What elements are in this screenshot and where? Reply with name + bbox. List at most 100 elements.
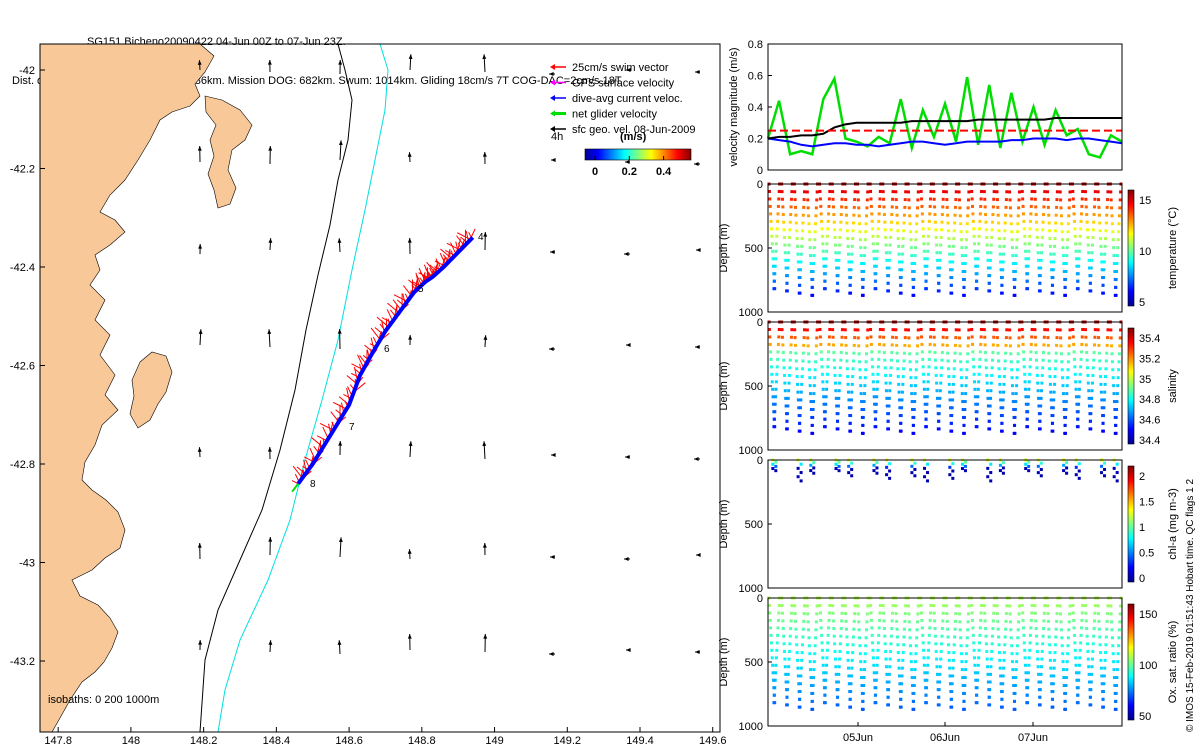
profile-point bbox=[964, 254, 968, 258]
profile-point bbox=[1118, 198, 1122, 202]
profile-point bbox=[863, 238, 867, 242]
profile-point bbox=[925, 678, 929, 682]
swim-vector bbox=[393, 294, 408, 302]
profile-point bbox=[1086, 373, 1090, 377]
chl-point bbox=[888, 462, 892, 466]
profile-point bbox=[1117, 628, 1121, 632]
profile-point bbox=[837, 672, 841, 676]
profile-point bbox=[1013, 407, 1017, 411]
chl-point bbox=[989, 479, 993, 483]
profile-point bbox=[1111, 652, 1115, 656]
profile-point bbox=[838, 366, 842, 370]
profile-point bbox=[872, 395, 876, 399]
profile-point bbox=[911, 683, 915, 687]
profile-point bbox=[1076, 410, 1080, 414]
profile-point bbox=[933, 343, 937, 347]
profile-point bbox=[1015, 376, 1019, 380]
profile-point bbox=[975, 693, 979, 697]
profile-point bbox=[814, 360, 818, 364]
profile-point bbox=[776, 204, 780, 208]
profile-point bbox=[1052, 390, 1056, 394]
map-longitude-ticks: 147.8 148 148.2 148.4 148.6 148.8 149 149.2 149.… bbox=[44, 727, 726, 747]
profile-point bbox=[1113, 407, 1117, 411]
profile-point bbox=[876, 380, 880, 384]
profile-point bbox=[825, 372, 829, 376]
profile-point bbox=[832, 351, 836, 355]
profile-point bbox=[1014, 668, 1018, 672]
interval-label: 4h bbox=[551, 131, 563, 143]
profile-point bbox=[1110, 636, 1114, 640]
profile-point bbox=[1068, 336, 1072, 340]
profile-point bbox=[1081, 327, 1085, 331]
profile-point bbox=[910, 254, 914, 258]
profile-point bbox=[1059, 612, 1063, 616]
profile-point bbox=[925, 671, 929, 675]
profile-point bbox=[926, 242, 930, 246]
profile-point bbox=[937, 412, 941, 416]
profile-point bbox=[1091, 235, 1095, 239]
profile-point bbox=[771, 402, 775, 406]
geo-velocity-arrowhead bbox=[696, 553, 701, 557]
chl-point bbox=[1115, 479, 1119, 483]
profile-point bbox=[869, 603, 873, 607]
profile-point bbox=[837, 665, 841, 669]
profile-point bbox=[985, 649, 989, 653]
profile-point bbox=[802, 612, 806, 616]
profile-point bbox=[922, 648, 926, 652]
profile-point bbox=[990, 649, 994, 653]
profile-point bbox=[979, 342, 983, 346]
profile-point bbox=[912, 415, 916, 419]
profile-point bbox=[1076, 279, 1080, 283]
profile-point bbox=[1115, 269, 1119, 273]
profile-point bbox=[927, 234, 931, 238]
profile-point bbox=[953, 343, 957, 347]
depth-scatter bbox=[771, 458, 1119, 483]
profile-point bbox=[859, 246, 863, 250]
profile-point bbox=[873, 701, 877, 705]
profile-point bbox=[977, 656, 981, 660]
profile-point bbox=[1066, 636, 1070, 640]
profile-point bbox=[1073, 227, 1077, 231]
profile-point bbox=[938, 396, 942, 400]
profile-point bbox=[798, 414, 802, 418]
profile-point bbox=[1063, 285, 1067, 289]
profile-point bbox=[938, 266, 942, 270]
profile-point bbox=[938, 680, 942, 684]
profile-point bbox=[929, 189, 933, 193]
profile-point bbox=[987, 289, 991, 293]
profile-point bbox=[1016, 636, 1020, 640]
profile-point bbox=[797, 682, 801, 686]
profile-point bbox=[891, 335, 895, 339]
profile-point bbox=[788, 642, 792, 646]
profile-point bbox=[865, 612, 869, 616]
profile-point bbox=[874, 417, 878, 421]
profile-point bbox=[906, 190, 910, 194]
profile-point bbox=[976, 249, 980, 253]
profile-point bbox=[774, 242, 778, 246]
profile-point bbox=[948, 398, 952, 402]
profile-point bbox=[884, 665, 888, 669]
profile-point bbox=[902, 367, 906, 371]
track-day-label: 7 bbox=[349, 422, 355, 433]
profile-point bbox=[819, 626, 823, 630]
profile-point bbox=[772, 279, 776, 283]
chl-point bbox=[834, 462, 838, 466]
profile-point bbox=[979, 204, 983, 208]
profile-point bbox=[875, 395, 879, 399]
profile-point bbox=[984, 627, 988, 631]
profile-point bbox=[1004, 627, 1008, 631]
velocity-ylabel: velocity magnitude (m/s) bbox=[728, 47, 740, 166]
profile-point bbox=[822, 678, 826, 682]
profile-point bbox=[1011, 254, 1015, 258]
profile-point bbox=[1093, 335, 1097, 339]
profile-point bbox=[995, 604, 999, 608]
profile-point bbox=[914, 368, 918, 372]
profile-point bbox=[1106, 198, 1110, 202]
profile-point bbox=[857, 352, 861, 356]
profile-point bbox=[1046, 328, 1050, 332]
profile-point bbox=[835, 427, 839, 431]
profile-point bbox=[1050, 682, 1054, 686]
profile-point bbox=[951, 398, 955, 402]
profile-point bbox=[797, 429, 801, 433]
profile-point bbox=[770, 372, 774, 376]
